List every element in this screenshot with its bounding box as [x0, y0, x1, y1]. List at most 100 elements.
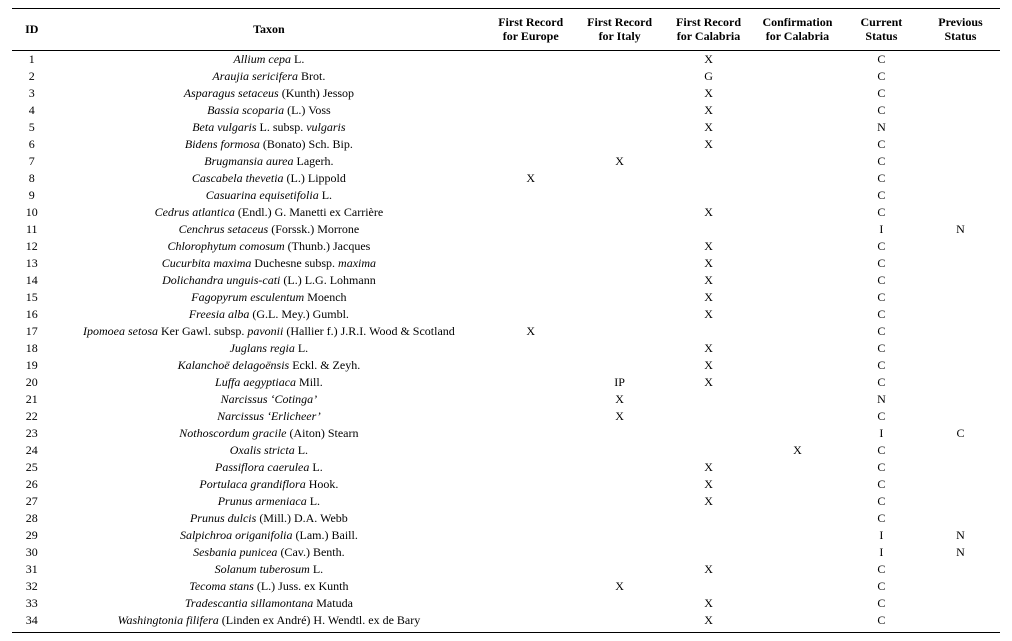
cell-calabria: [664, 323, 753, 340]
cell-previous-status: [921, 510, 1000, 527]
cell-calabria: X: [664, 612, 753, 633]
cell-taxon: Prunus dulcis (Mill.) D.A. Webb: [52, 510, 487, 527]
cell-previous-status: [921, 578, 1000, 595]
cell-italy: IP: [575, 374, 664, 391]
cell-calabria: [664, 510, 753, 527]
cell-previous-status: C: [921, 425, 1000, 442]
table-row: 8Cascabela thevetia (L.) LippoldXC: [12, 170, 1000, 187]
cell-previous-status: [921, 238, 1000, 255]
table-row: 32Tecoma stans (L.) Juss. ex KunthXC: [12, 578, 1000, 595]
cell-europe: [486, 357, 575, 374]
cell-confirmation: [753, 102, 842, 119]
cell-current-status: C: [842, 357, 921, 374]
cell-id: 3: [12, 85, 52, 102]
cell-italy: [575, 204, 664, 221]
cell-calabria: [664, 187, 753, 204]
table-row: 13Cucurbita maxima Duchesne subsp. maxim…: [12, 255, 1000, 272]
cell-id: 2: [12, 68, 52, 85]
cell-calabria: X: [664, 493, 753, 510]
cell-id: 17: [12, 323, 52, 340]
header-taxon: Taxon: [52, 9, 487, 51]
cell-id: 13: [12, 255, 52, 272]
cell-italy: [575, 425, 664, 442]
cell-taxon: Beta vulgaris L. subsp. vulgaris: [52, 119, 487, 136]
cell-taxon: Juglans regia L.: [52, 340, 487, 357]
cell-previous-status: [921, 153, 1000, 170]
cell-taxon: Washingtonia filifera (Linden ex André) …: [52, 612, 487, 633]
cell-current-status: C: [842, 408, 921, 425]
cell-europe: [486, 527, 575, 544]
cell-italy: [575, 340, 664, 357]
cell-taxon: Tradescantia sillamontana Matuda: [52, 595, 487, 612]
cell-id: 5: [12, 119, 52, 136]
table-row: 6Bidens formosa (Bonato) Sch. Bip.XC: [12, 136, 1000, 153]
cell-italy: [575, 170, 664, 187]
cell-calabria: X: [664, 289, 753, 306]
cell-id: 8: [12, 170, 52, 187]
cell-italy: [575, 595, 664, 612]
cell-italy: [575, 289, 664, 306]
cell-previous-status: N: [921, 221, 1000, 238]
cell-confirmation: [753, 153, 842, 170]
cell-current-status: C: [842, 102, 921, 119]
cell-confirmation: [753, 340, 842, 357]
cell-calabria: X: [664, 50, 753, 68]
cell-calabria: G: [664, 68, 753, 85]
cell-id: 24: [12, 442, 52, 459]
cell-italy: [575, 527, 664, 544]
cell-taxon: Freesia alba (G.L. Mey.) Gumbl.: [52, 306, 487, 323]
cell-europe: [486, 289, 575, 306]
cell-taxon: Chlorophytum comosum (Thunb.) Jacques: [52, 238, 487, 255]
cell-europe: [486, 68, 575, 85]
cell-id: 25: [12, 459, 52, 476]
cell-previous-status: [921, 493, 1000, 510]
cell-confirmation: [753, 425, 842, 442]
cell-id: 7: [12, 153, 52, 170]
cell-calabria: [664, 170, 753, 187]
cell-calabria: X: [664, 255, 753, 272]
cell-current-status: C: [842, 238, 921, 255]
table-row: 30Sesbania punicea (Cav.) Benth.IN: [12, 544, 1000, 561]
cell-current-status: C: [842, 340, 921, 357]
cell-current-status: C: [842, 136, 921, 153]
cell-id: 18: [12, 340, 52, 357]
cell-current-status: C: [842, 50, 921, 68]
cell-previous-status: [921, 612, 1000, 633]
header-id: ID: [12, 9, 52, 51]
cell-id: 20: [12, 374, 52, 391]
cell-confirmation: [753, 306, 842, 323]
table-row: 12Chlorophytum comosum (Thunb.) JacquesX…: [12, 238, 1000, 255]
cell-europe: [486, 187, 575, 204]
table-row: 15Fagopyrum esculentum MoenchXC: [12, 289, 1000, 306]
cell-id: 12: [12, 238, 52, 255]
cell-europe: [486, 476, 575, 493]
header-italy: First Recordfor Italy: [575, 9, 664, 51]
cell-id: 19: [12, 357, 52, 374]
cell-taxon: Casuarina equisetifolia L.: [52, 187, 487, 204]
cell-taxon: Narcissus ‘Erlicheer’: [52, 408, 487, 425]
cell-previous-status: [921, 357, 1000, 374]
cell-europe: [486, 425, 575, 442]
cell-europe: [486, 153, 575, 170]
cell-current-status: I: [842, 544, 921, 561]
cell-previous-status: N: [921, 544, 1000, 561]
cell-europe: [486, 340, 575, 357]
cell-current-status: I: [842, 425, 921, 442]
cell-italy: [575, 221, 664, 238]
cell-confirmation: [753, 221, 842, 238]
cell-europe: [486, 493, 575, 510]
cell-current-status: I: [842, 527, 921, 544]
cell-europe: [486, 544, 575, 561]
table-row: 19Kalanchoë delagoënsis Eckl. & Zeyh.XC: [12, 357, 1000, 374]
cell-current-status: I: [842, 221, 921, 238]
cell-taxon: Allium cepa L.: [52, 50, 487, 68]
cell-europe: [486, 391, 575, 408]
cell-europe: [486, 408, 575, 425]
cell-current-status: C: [842, 493, 921, 510]
cell-current-status: N: [842, 391, 921, 408]
table-row: 2Araujia sericifera Brot.GC: [12, 68, 1000, 85]
cell-taxon: Cascabela thevetia (L.) Lippold: [52, 170, 487, 187]
header-europe: First Recordfor Europe: [486, 9, 575, 51]
cell-italy: X: [575, 578, 664, 595]
cell-europe: [486, 102, 575, 119]
